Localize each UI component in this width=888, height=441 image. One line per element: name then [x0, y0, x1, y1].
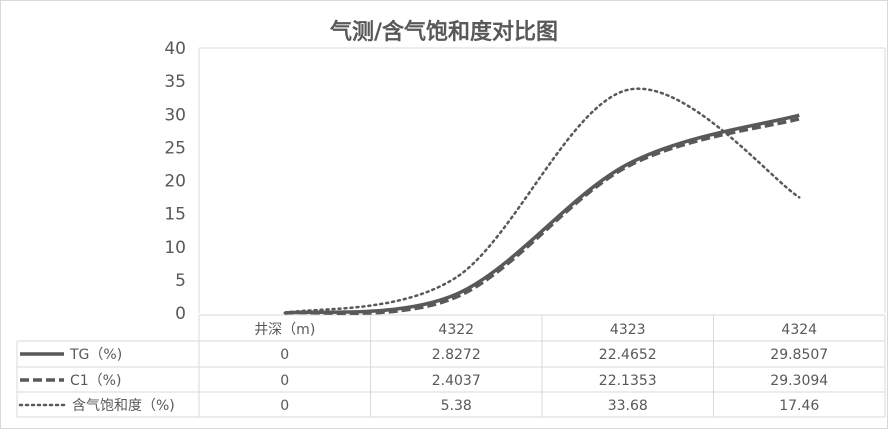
- series-name: TG（%): [69, 347, 122, 363]
- y-tick-label: 35: [164, 72, 186, 92]
- y-tick-label: 10: [164, 238, 186, 258]
- chart-title: 气测/含气饱和度对比图: [329, 20, 559, 45]
- series-name: C1（%): [70, 373, 121, 389]
- data-table-value: 17.46: [779, 398, 819, 414]
- data-table-value: 5.38: [441, 398, 472, 414]
- series-line-dotted: [283, 87, 801, 315]
- y-tick-label: 5: [175, 271, 186, 291]
- data-table-value: 2.8272: [432, 347, 481, 363]
- y-tick-label: 0: [175, 304, 186, 324]
- y-tick-label: 30: [164, 105, 186, 125]
- category-label: 4322: [438, 322, 474, 338]
- series-line-dashed: [284, 117, 800, 316]
- category-label: 4324: [781, 322, 817, 338]
- data-table-value: 2.4037: [432, 373, 481, 389]
- series-line-solid: [284, 113, 800, 315]
- y-tick-label: 25: [164, 138, 186, 158]
- data-table-value: 22.1353: [599, 373, 657, 389]
- data-table-value: 22.4652: [599, 347, 657, 363]
- category-label: 4323: [610, 322, 646, 338]
- y-tick-label: 20: [164, 172, 186, 192]
- y-tick-label: 15: [164, 205, 186, 225]
- data-table-value: 29.8507: [770, 347, 828, 363]
- data-table-value: 29.3094: [770, 373, 828, 389]
- y-tick-label: 40: [164, 39, 186, 59]
- category-label: 井深（m): [254, 322, 315, 338]
- data-table-value: 33.68: [608, 398, 648, 414]
- data-table-value: 0: [280, 398, 289, 414]
- data-table-value: 0: [280, 347, 289, 363]
- series-name: 含气饱和度（%): [72, 398, 175, 414]
- data-table-value: 0: [280, 373, 289, 389]
